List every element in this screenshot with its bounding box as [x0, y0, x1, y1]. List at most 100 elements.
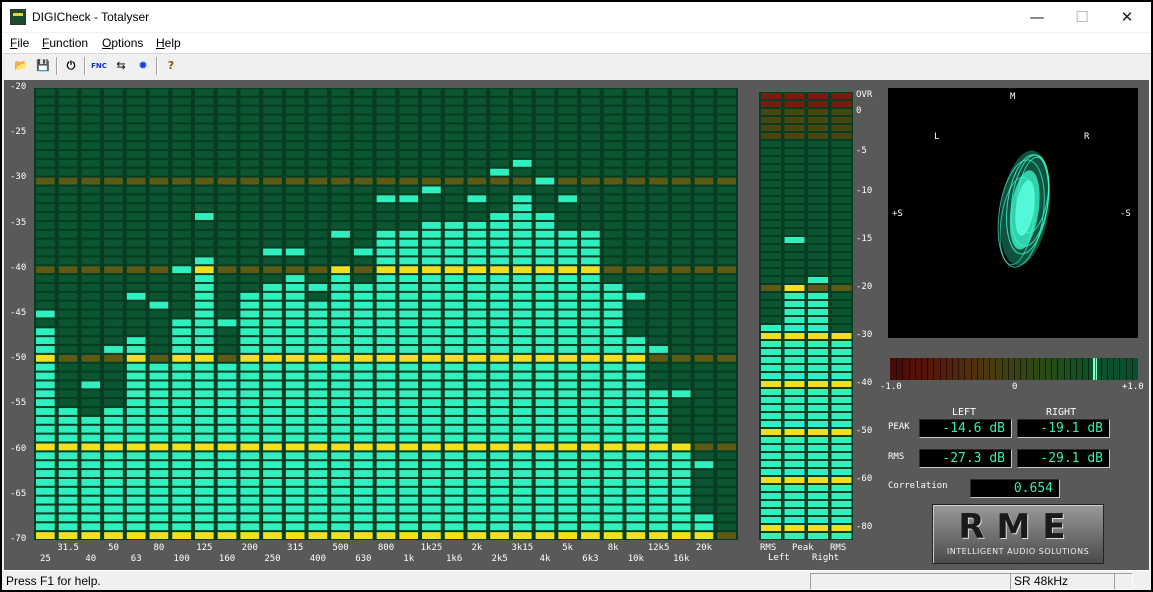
spectrum-segment-off	[172, 133, 191, 141]
correlation-segment-divider	[1113, 358, 1115, 380]
open-icon[interactable]: 📂	[14, 59, 28, 72]
spectrum-segment-lit	[649, 487, 668, 495]
spectrum-segment-lit	[422, 372, 441, 380]
menu-options[interactable]: Options	[102, 36, 144, 50]
spectrum-segment-off	[671, 186, 691, 194]
app-icon[interactable]	[10, 9, 26, 25]
spectrum-segment-lit	[671, 523, 691, 531]
spectrum-segment-lit	[126, 354, 146, 362]
menu-function[interactable]: Function	[42, 36, 89, 50]
spectrum-segment-off	[308, 177, 328, 185]
spectrum-segment-lit	[285, 372, 305, 380]
spectrum-segment-off	[626, 142, 646, 150]
level-segment-peak-left	[784, 453, 805, 459]
level-scale-tick: -60	[856, 474, 873, 484]
spectrum-segment-lit	[172, 452, 191, 460]
spectrum-segment-lit	[490, 248, 509, 256]
spectrum-segment-lit	[172, 381, 191, 389]
spectrum-segment-lit	[558, 496, 578, 504]
level-segment-peak-right	[808, 469, 828, 475]
spectrum-segment-off	[104, 310, 123, 318]
spectrum-segment-lit	[558, 283, 578, 291]
correlation-segment-divider	[896, 358, 898, 380]
function-icon[interactable]: FNC	[91, 62, 107, 70]
spectrum-segment-lit	[331, 266, 350, 274]
spectrum-segment-lit	[467, 319, 487, 327]
menu-help[interactable]: Help	[156, 36, 181, 50]
spectrum-segment-off	[512, 168, 532, 176]
status-panel-empty	[810, 573, 1011, 590]
help-icon[interactable]: ?	[167, 59, 175, 72]
level-segment-peak-left	[784, 389, 805, 395]
spectrum-segment-off	[126, 115, 146, 123]
spectrum-segment-lit	[285, 275, 305, 282]
spectrum-peak-hold	[626, 292, 646, 300]
spectrum-segment-off	[467, 168, 487, 176]
sun-icon[interactable]: ✹	[138, 59, 148, 72]
spectrum-segment-off	[149, 230, 169, 238]
spectrum-segment-off	[104, 319, 123, 327]
spectrum-segment-lit	[126, 408, 146, 415]
spectrum-segment-off	[671, 425, 691, 433]
spectrum-segment-lit	[558, 301, 578, 309]
spectrum-segment-off	[694, 89, 714, 96]
maximize-button[interactable]: ☐	[1075, 8, 1089, 26]
spectrum-segment-lit	[512, 275, 532, 282]
spectrum-segment-off	[671, 301, 691, 309]
spectrum-segment-lit	[376, 275, 396, 282]
spectrum-segment-lit	[331, 505, 350, 513]
spectrum-segment-off	[285, 168, 305, 176]
spectrum-segment-off	[58, 337, 78, 345]
level-segment-rms-left	[761, 429, 781, 435]
spectrum-segment-lit	[399, 416, 419, 424]
settings-icon[interactable]: ⇆	[116, 59, 126, 72]
spectrum-segment-lit	[649, 478, 668, 486]
spectrum-segment-off	[490, 159, 509, 167]
spectrum-segment-lit	[603, 399, 623, 407]
spectrum-segment-off	[36, 221, 55, 229]
spectrum-segment-lit	[172, 425, 191, 433]
spectrum-segment-off	[81, 186, 101, 194]
spectrum-segment-lit	[399, 310, 419, 318]
spectrum-segment-lit	[467, 452, 487, 460]
correlation-segment-divider	[1014, 358, 1015, 380]
spectrum-segment-lit	[194, 523, 214, 531]
minimize-button[interactable]: —	[1029, 8, 1045, 26]
spectrum-segment-off	[671, 328, 691, 336]
spectrum-segment-lit	[58, 434, 78, 442]
spectrum-segment-off	[331, 204, 350, 212]
spectrum-segment-off	[694, 337, 714, 345]
spectrum-segment-lit	[58, 478, 78, 486]
spectrum-segment-off	[81, 408, 101, 415]
spectrum-segment-off	[694, 292, 714, 300]
correlation-segment-divider	[1076, 358, 1077, 380]
level-segment-peak-right	[808, 357, 828, 363]
spectrum-segment-off	[104, 124, 123, 132]
spectrum-segment-lit	[399, 283, 419, 291]
level-segment-peak-left	[784, 141, 805, 147]
spectrum-segment-lit	[467, 408, 487, 415]
level-segment-peak-left	[784, 349, 805, 355]
spectrum-segment-off	[694, 151, 714, 158]
spectrum-segment-off	[104, 381, 123, 389]
spectrum-segment-off	[36, 257, 55, 265]
spectrum-segment-off	[240, 177, 260, 185]
save-icon[interactable]: 💾	[36, 59, 50, 72]
spectrum-segment-off	[217, 195, 237, 203]
correlation-segment-divider	[939, 358, 941, 380]
correlation-segment-divider	[995, 358, 997, 380]
level-segment-rms-right	[831, 261, 852, 267]
spectrum-segment-off	[717, 124, 736, 132]
power-icon[interactable]: ⏻	[66, 59, 76, 72]
spectrum-segment-lit	[81, 532, 101, 539]
spectrum-segment-off	[194, 186, 214, 194]
spectrum-peak-hold	[671, 390, 691, 398]
spectrum-segment-off	[671, 151, 691, 158]
spectrum-segment-lit	[308, 461, 328, 469]
menu-file[interactable]: File	[10, 36, 30, 50]
spectrum-segment-lit	[240, 399, 260, 407]
spectrum-segment-lit	[240, 487, 260, 495]
close-button[interactable]: ✕	[1120, 8, 1134, 26]
spectrum-segment-off	[626, 301, 646, 309]
spectrum-segment-lit	[194, 381, 214, 389]
